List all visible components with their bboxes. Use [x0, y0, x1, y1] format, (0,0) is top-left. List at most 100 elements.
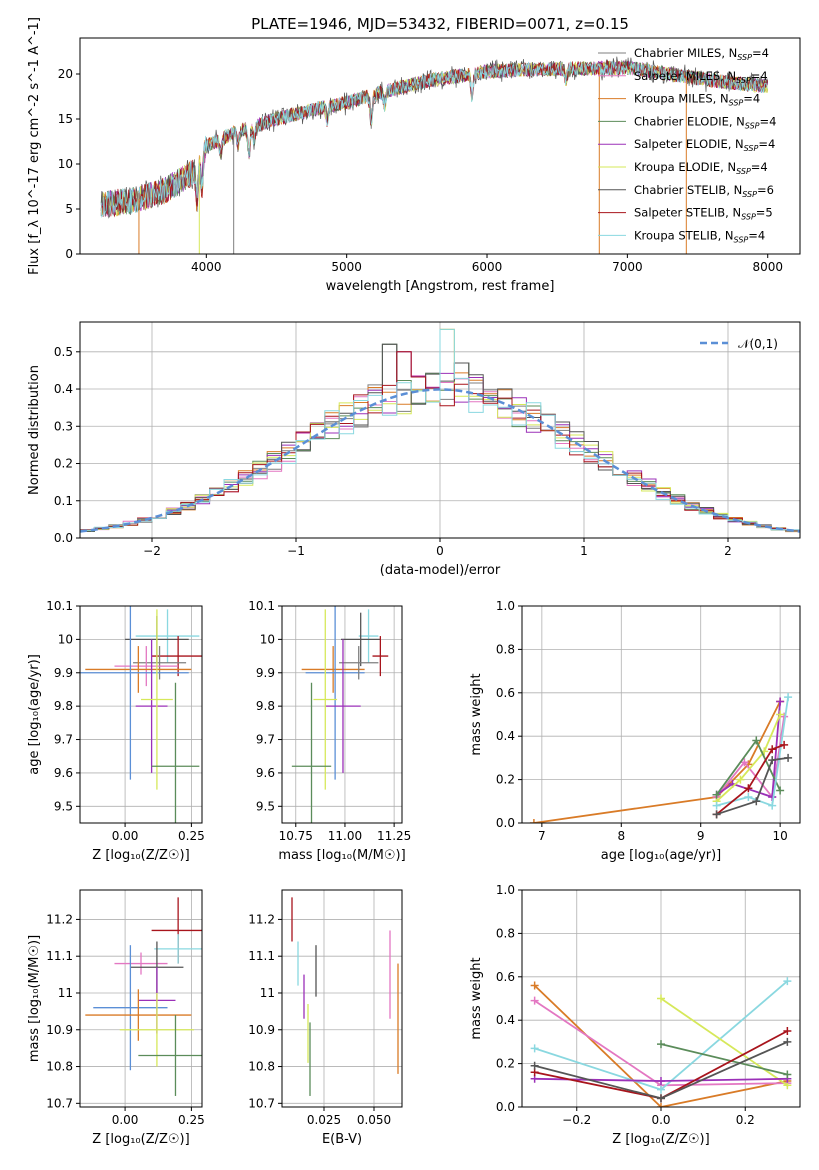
x-axis-label: (data-model)/error — [380, 563, 501, 578]
x-axis-label: mass [log₁₀(M/M☉)] — [278, 848, 405, 863]
y-tick-label: 0.6 — [496, 970, 515, 984]
y-tick-label: 0.5 — [54, 345, 73, 359]
weight-marker-chabrier_elodie — [783, 1070, 792, 1079]
x-tick-label: 5000 — [331, 260, 362, 274]
y-tick-label: 9.9 — [256, 666, 275, 680]
y-tick-label: 9.7 — [256, 733, 275, 747]
weight-marker-chabrier_stelib — [783, 1037, 792, 1046]
y-axis-label: mass weight — [469, 957, 484, 1039]
weight-marker-kroupa_stelib — [530, 1044, 539, 1053]
x-tick-label: 0.025 — [307, 1113, 341, 1127]
weight-marker-chabrier_stelib — [657, 1094, 665, 1103]
x-tick-label: −1 — [287, 544, 305, 558]
weight-line-chabrier_elodie — [660, 1043, 788, 1076]
x-tick-label: 9 — [697, 829, 705, 843]
legend-label-kroupa_elodie: Kroupa ELODIE, NSSP=4 — [634, 160, 768, 176]
weight-marker-chabrier_elodie — [657, 1040, 665, 1049]
y-tick-label: 20 — [58, 67, 73, 81]
y-tick-label: 5 — [65, 202, 73, 216]
y-tick-label: 11.2 — [248, 912, 275, 926]
x-axis-label: wavelength [Angstrom, rest frame] — [326, 279, 555, 294]
y-tick-label: 10 — [58, 157, 73, 171]
x-tick-label: 0.2 — [736, 1113, 755, 1127]
weight-marker-kroupa_elodie — [736, 775, 745, 784]
y-tick-label: 0.2 — [54, 457, 73, 471]
axes-spectrum: 4000 5000 6000 7000 8000 0 5 10 15 20 wavelength [… — [27, 17, 801, 294]
weight-line-chabrier_stelib — [716, 757, 789, 816]
y-axis-label: mass [log₁₀(M/M☉)] — [27, 935, 42, 1062]
legend-label-salpeter_elodie: Salpeter ELODIE, NSSP=4 — [634, 137, 775, 153]
weight-marker-kroupa_stelib — [784, 693, 793, 702]
y-tick-label: 0.8 — [496, 642, 515, 656]
weight-marker-kroupa_elodie — [776, 710, 785, 719]
x-tick-label: 0.0 — [651, 1113, 670, 1127]
x-tick-label: 2 — [724, 544, 732, 558]
x-axis-label: age [log₁₀(age/yr)] — [601, 848, 722, 863]
weight-marker-chabrier_stelib — [784, 753, 793, 762]
weight-marker-chabrier_elodie — [752, 736, 761, 745]
y-tick-label: 0.2 — [496, 1057, 515, 1071]
weight-marker-kroupa_stelib — [744, 792, 753, 801]
y-tick-label: 10 — [260, 632, 275, 646]
weight-marker-salpeter_miles — [740, 758, 749, 767]
x-tick-label: 1 — [580, 544, 588, 558]
weight-marker-salpeter_elodie — [657, 1076, 665, 1085]
x-tick-label: 11.00 — [328, 829, 362, 843]
plot-area-residuals — [80, 328, 800, 534]
y-tick-label: 0.1 — [54, 494, 73, 508]
y-tick-label: 10.9 — [46, 1023, 73, 1037]
weight-marker-chabrier_stelib — [752, 797, 761, 806]
axes-frame — [79, 889, 203, 1108]
axes-frame — [521, 605, 801, 824]
weight-marker-salpeter_stelib — [768, 745, 777, 754]
x-axis-label: Z [log₁₀(Z/Z☉)] — [612, 1132, 709, 1147]
weight-marker-salpeter_stelib — [744, 784, 753, 793]
x-axis-label: Z [log₁₀(Z/Z☉)] — [92, 1132, 189, 1147]
y-tick-label: 11.1 — [46, 949, 73, 963]
x-tick-label: 8 — [617, 829, 625, 843]
legend-label-chabrier_elodie: Chabrier ELODIE, NSSP=4 — [634, 114, 776, 130]
x-tick-label: 0.25 — [178, 829, 205, 843]
weight-marker-kroupa_miles — [529, 819, 538, 823]
weight-line-kroupa_elodie — [660, 997, 788, 1087]
y-axis-label: mass weight — [469, 673, 484, 755]
spectrum-legend: Chabrier MILES, NSSP=4 Salpeter MILES, NS… — [598, 46, 776, 244]
plot-area-age_vs_mass — [291, 606, 389, 823]
x-axis-label: E(B-V) — [322, 1132, 362, 1147]
y-tick-label: 11 — [58, 986, 73, 1000]
y-tick-label: 0.4 — [54, 382, 73, 396]
axes-frame — [79, 37, 801, 255]
legend-label-kroupa_stelib: Kroupa STELIB, NSSP=4 — [634, 228, 765, 244]
figure-title: PLATE=1946, MJD=53432, FIBERID=0071, z=0… — [251, 15, 629, 33]
plot-area-weight_vs_age — [529, 693, 793, 823]
x-tick-label: −0.2 — [562, 1113, 591, 1127]
y-tick-label: 9.5 — [256, 799, 275, 813]
y-tick-label: 9.6 — [256, 766, 275, 780]
axes-age_vs_Z: 0.00 0.25 9.5 9.6 9.7 9.8 9.9 10 10.1 Z [log₁₀(Z/… — [27, 599, 205, 863]
axes-frame — [281, 889, 403, 1108]
x-tick-label: 0.050 — [357, 1113, 391, 1127]
y-tick-label: 0.0 — [496, 1100, 515, 1114]
axes-frame — [79, 605, 203, 824]
x-tick-label: 4000 — [191, 260, 222, 274]
plot-area-mass_vs_Z — [85, 897, 202, 1096]
y-tick-label: 0.0 — [496, 816, 515, 830]
y-tick-label: 10.1 — [248, 599, 275, 613]
x-tick-label: 6000 — [472, 260, 503, 274]
weight-line-kroupa_miles — [533, 984, 788, 1107]
weight-marker-chabrier_elodie — [712, 790, 721, 799]
axes-residuals: −2 −1 0 1 2 0.0 0.1 0.2 0.3 0.4 0.5 (data-model)/er… — [27, 321, 801, 578]
weight-marker-kroupa_miles — [530, 981, 539, 990]
histogram-kroupa_stelib — [80, 328, 800, 534]
x-tick-label: 8000 — [752, 260, 783, 274]
plot-area-spectrum — [100, 56, 769, 254]
weight-marker-chabrier_elodie — [776, 786, 785, 795]
weight-line-salpeter_miles — [715, 716, 785, 800]
plot-area-age_vs_Z — [80, 606, 202, 823]
legend-label-chabrier_stelib: Chabrier STELIB, NSSP=6 — [634, 183, 774, 199]
weight-marker-kroupa_stelib — [657, 1085, 665, 1094]
y-tick-label: 9.5 — [54, 799, 73, 813]
plot-area-mass_vs_ebv — [291, 897, 399, 1096]
